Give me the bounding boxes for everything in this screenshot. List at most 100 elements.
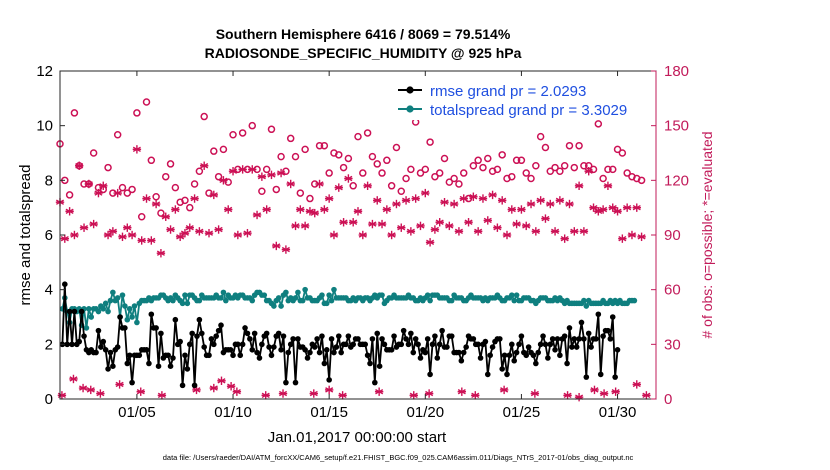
- rmse-point: [206, 352, 212, 359]
- rmse-point: [102, 347, 109, 353]
- obs-evaluated-point: [329, 230, 339, 240]
- rmse-point: [463, 344, 469, 350]
- rmse-point: [129, 379, 135, 386]
- obs-evaluated-point: [79, 223, 89, 232]
- legend-spread-label: totalspread grand pr = 3.3029: [430, 102, 627, 119]
- obs-possible-point: [181, 196, 189, 205]
- obs-evaluated-point: [204, 228, 214, 238]
- obs-evaluated-point: [565, 199, 574, 209]
- rmse-point: [612, 374, 618, 380]
- obs-possible-point: [137, 213, 146, 221]
- rmse-point: [571, 336, 578, 342]
- rmse-point: [530, 352, 537, 359]
- rmse-point: [540, 333, 546, 339]
- obs-evaluated-point: [195, 227, 204, 236]
- footer-datafile: data file: /Users/raeder/DAI/ATM_forcXX/…: [163, 453, 634, 462]
- rmse-point: [350, 341, 356, 348]
- obs-evaluated-point: [435, 218, 444, 227]
- obs-possible-point: [301, 145, 309, 154]
- spread-point: [95, 308, 102, 315]
- y-tick-label-right: 30: [664, 336, 681, 353]
- obs-possible-point: [368, 152, 377, 161]
- obs-possible-point: [262, 165, 271, 174]
- spread-point: [299, 297, 306, 304]
- rmse-point: [76, 338, 83, 345]
- rmse-point: [504, 371, 510, 378]
- obs-evaluated-point: [348, 218, 358, 227]
- obs-possible-point: [190, 180, 199, 188]
- obs-evaluated-point: [338, 391, 347, 400]
- obs-possible-point: [469, 162, 478, 170]
- rmse-point: [95, 327, 102, 334]
- rmse-point: [343, 341, 349, 348]
- rmse-point: [369, 336, 376, 342]
- obs-possible-point: [421, 165, 430, 174]
- obs-evaluated-point: [459, 194, 468, 203]
- rmse-point: [456, 349, 462, 356]
- obs-evaluated-point: [219, 176, 228, 185]
- obs-evaluated-point: [238, 165, 247, 174]
- obs-possible-point: [219, 145, 228, 154]
- obs-evaluated-point: [502, 230, 512, 240]
- obs-possible-point: [560, 162, 569, 170]
- rmse-point: [460, 349, 467, 356]
- obs-evaluated-point: [449, 199, 459, 209]
- rmse-point: [266, 344, 272, 350]
- rmse-point: [194, 333, 200, 339]
- rmse-point: [247, 336, 253, 342]
- rmse-point: [605, 327, 611, 334]
- rmse-point: [477, 355, 484, 361]
- spread-point: [509, 292, 515, 298]
- obs-possible-point: [157, 209, 165, 217]
- obs-evaluated-point: [478, 194, 488, 203]
- rmse-point: [71, 308, 78, 315]
- obs-possible-point: [498, 151, 506, 159]
- rmse-point: [201, 344, 207, 350]
- obs-evaluated-point: [147, 236, 156, 245]
- spread-point: [122, 303, 128, 309]
- obs-evaluated-point: [339, 218, 348, 227]
- rmse-point: [122, 325, 128, 331]
- obs-evaluated-point: [531, 227, 541, 236]
- obs-possible-point: [378, 169, 386, 177]
- rmse-point: [391, 333, 397, 339]
- obs-evaluated-point: [358, 230, 368, 240]
- rmse-point: [172, 316, 179, 323]
- obs-evaluated-point: [493, 223, 502, 232]
- rmse-point: [179, 382, 186, 389]
- obs-possible-point: [536, 132, 545, 141]
- obs-evaluated-point: [406, 227, 416, 236]
- obs-possible-point: [541, 143, 550, 152]
- obs-possible-point: [383, 156, 391, 165]
- obs-evaluated-point: [457, 387, 467, 396]
- rmse-point: [263, 330, 270, 337]
- obs-evaluated-point: [291, 221, 300, 231]
- y-tick-label-right: 60: [664, 282, 681, 299]
- obs-evaluated-point: [65, 207, 74, 216]
- obs-evaluated-point: [526, 199, 536, 209]
- rmse-point: [475, 341, 481, 348]
- obs-evaluated-point: [440, 198, 449, 207]
- spread-point: [331, 286, 337, 293]
- obs-evaluated-point: [382, 205, 392, 214]
- obs-evaluated-point: [108, 227, 118, 236]
- rmse-point: [412, 336, 419, 342]
- obs-evaluated-point: [599, 389, 609, 398]
- obs-evaluated-point: [209, 383, 219, 393]
- obs-evaluated-point: [185, 223, 194, 232]
- rmse-point: [211, 341, 217, 348]
- rmse-point: [143, 347, 150, 353]
- rmse-point: [552, 347, 558, 353]
- rmse-point: [607, 336, 614, 342]
- obs-evaluated-point: [618, 234, 627, 243]
- rmse-point: [542, 341, 549, 348]
- rmse-point: [427, 371, 433, 378]
- spread-point: [278, 303, 284, 309]
- rmse-point: [170, 355, 176, 361]
- rmse-point: [328, 336, 335, 342]
- rmse-point: [381, 341, 388, 348]
- legend: rmse grand pr = 2.0293 totalspread grand…: [394, 76, 652, 120]
- obs-evaluated-point: [563, 391, 572, 400]
- rmse-point: [81, 333, 87, 339]
- obs-evaluated-point: [445, 221, 454, 231]
